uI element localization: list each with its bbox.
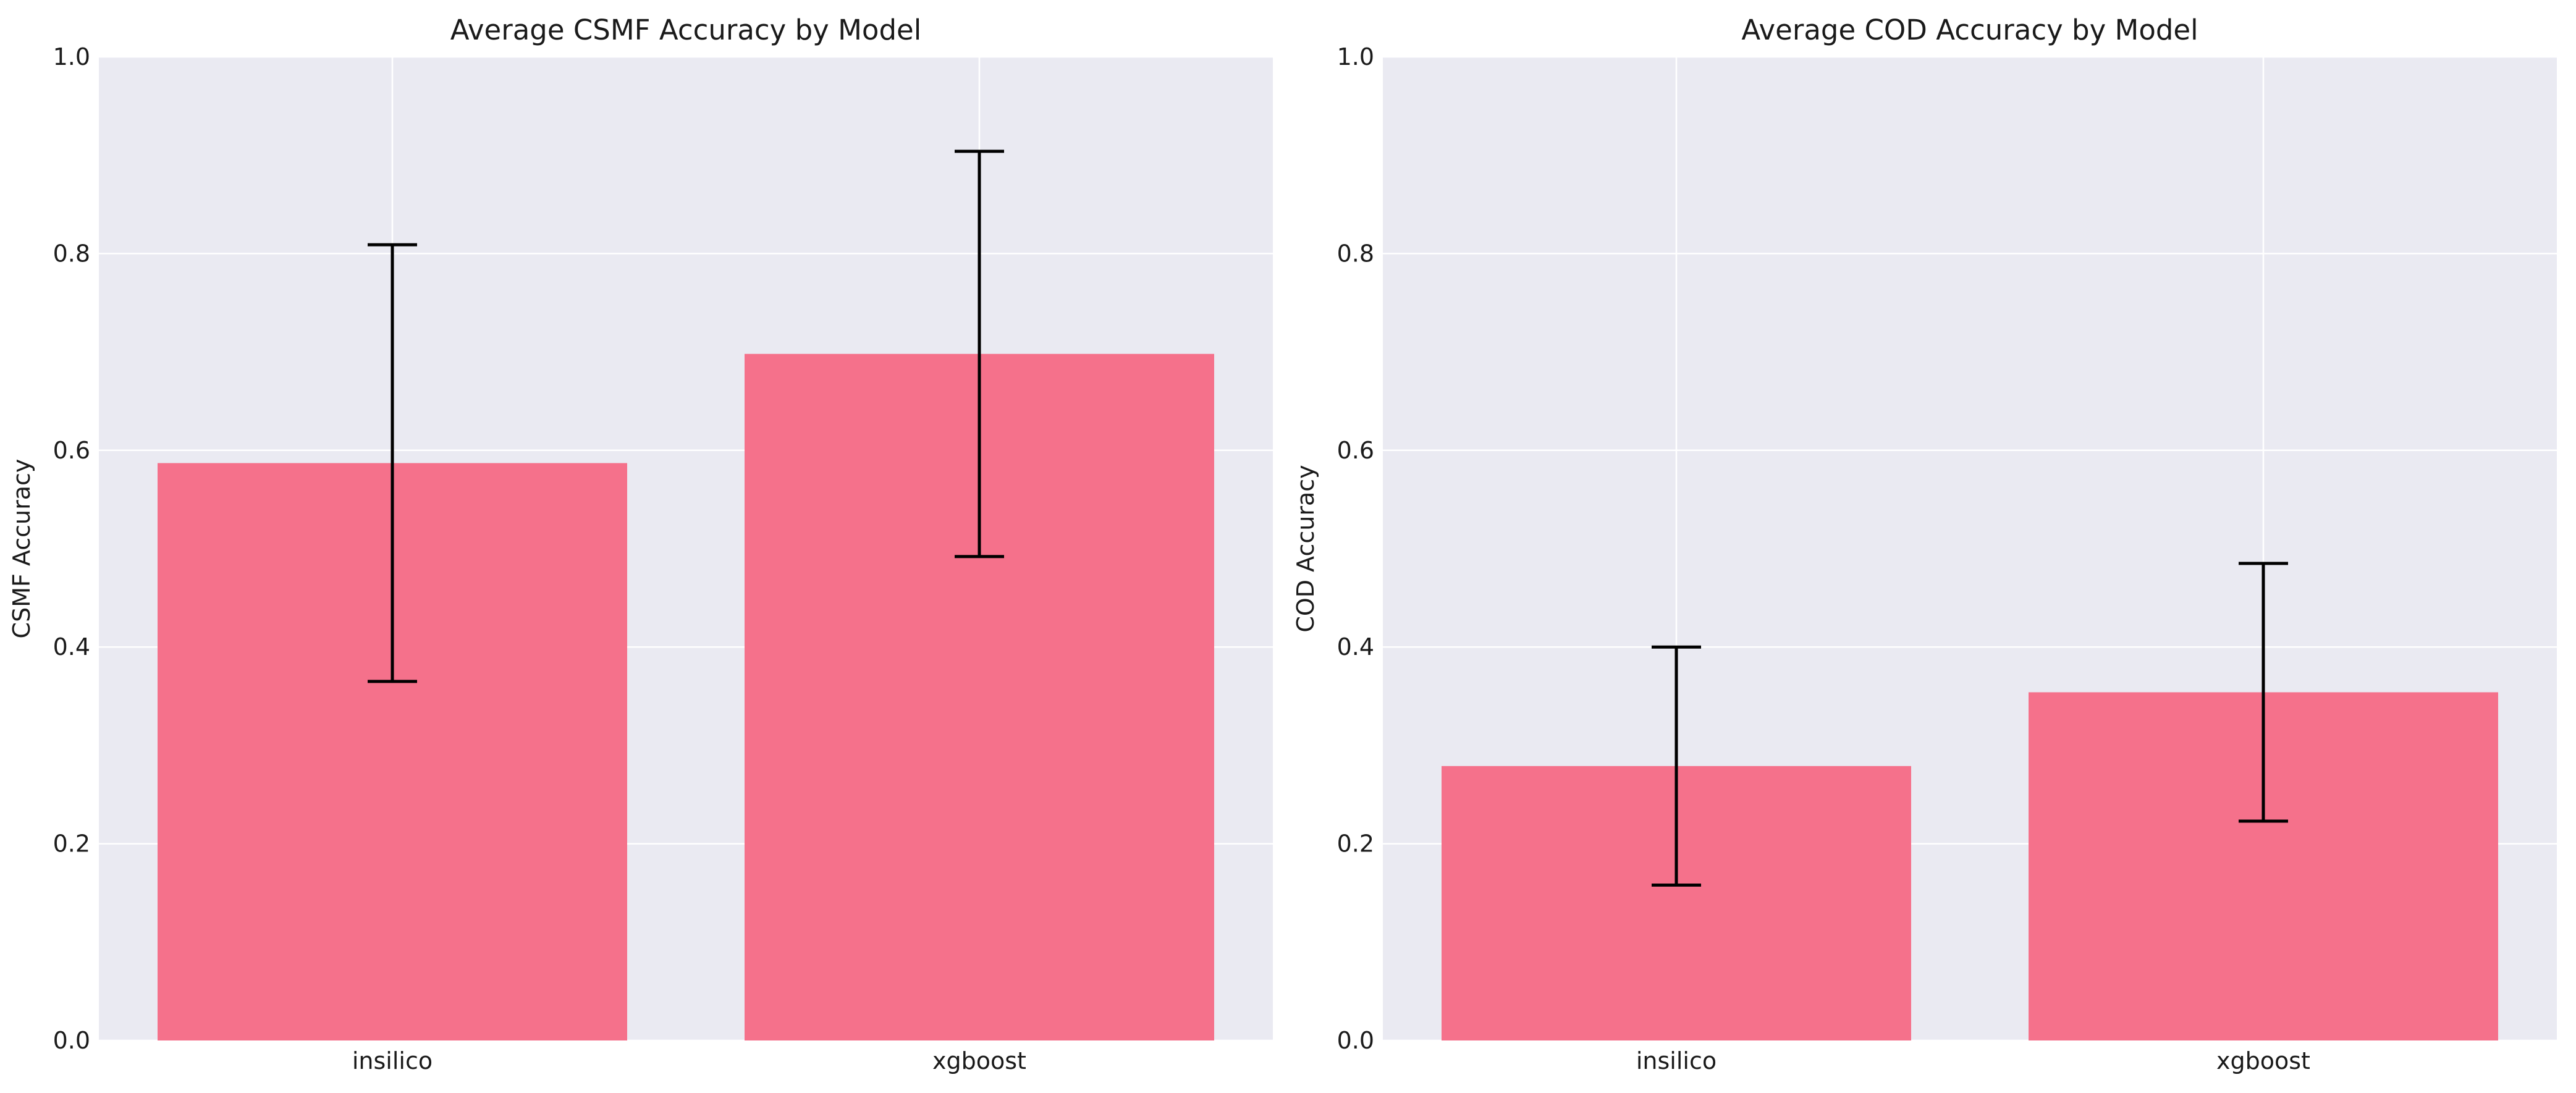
x-tick-label: insilico [352, 1047, 433, 1074]
y-tick-label: 1.0 [53, 43, 90, 70]
x-tick-label: xgboost [932, 1047, 1026, 1074]
panel-csmf: 0.0 0.2 0.4 0.6 0.8 1.0 insilico xgboost Average… [8, 14, 1273, 1074]
y-tick-label: 0.4 [1337, 633, 1374, 660]
y-tick-label: 0.8 [53, 240, 90, 267]
y-tick-label: 0.2 [53, 830, 90, 858]
y-tick-label: 0.8 [1337, 240, 1374, 267]
y-tick-label: 0.4 [53, 633, 90, 660]
error-bar-xgboost [2239, 562, 2288, 823]
y-axis-label: CSMF Accuracy [8, 459, 35, 639]
error-bar-xgboost [955, 150, 1004, 559]
panel-title: Average CSMF Accuracy by Model [450, 14, 921, 46]
y-tick-label: 0.0 [1337, 1027, 1374, 1054]
panel-cod: 0.0 0.2 0.4 0.6 0.8 1.0 insilico xgboost Average… [1292, 14, 2557, 1074]
x-tick-label: insilico [1636, 1047, 1717, 1074]
error-bar-insilico [368, 243, 417, 683]
x-tick-label: xgboost [2216, 1047, 2310, 1074]
y-tick-label: 0.0 [53, 1027, 90, 1054]
y-tick-label: 0.6 [1337, 437, 1374, 464]
y-tick-label: 0.6 [53, 437, 90, 464]
y-axis-label: COD Accuracy [1292, 465, 1319, 632]
panel-title: Average COD Accuracy by Model [1741, 14, 2198, 46]
y-tick-label: 0.2 [1337, 830, 1374, 858]
error-bar-insilico [1652, 645, 1701, 887]
y-tick-label: 1.0 [1337, 43, 1374, 70]
